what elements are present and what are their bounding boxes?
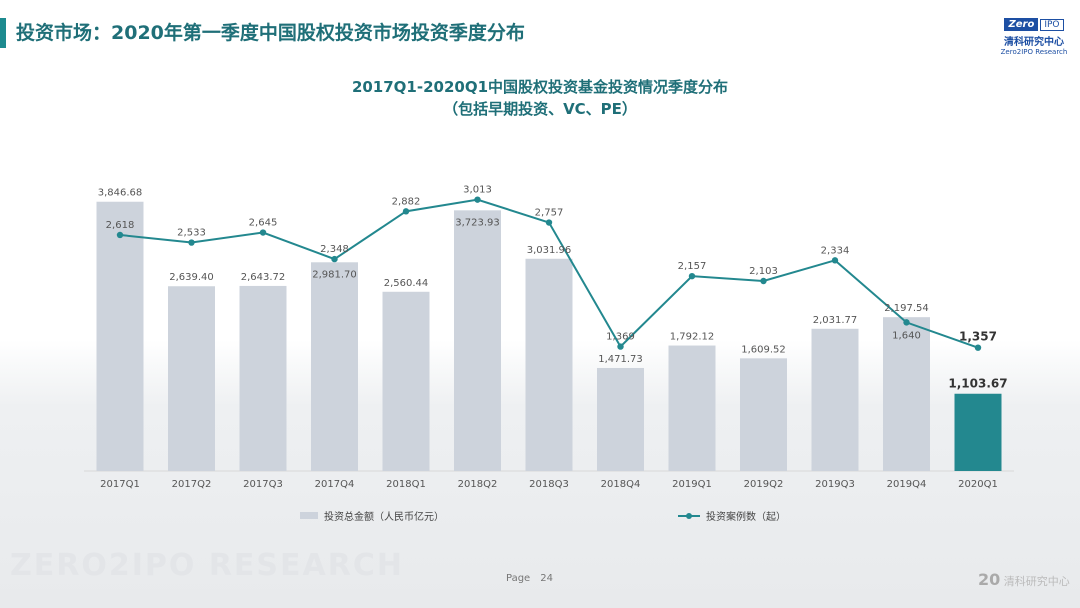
x-tick-label: 2020Q1 (958, 479, 998, 490)
header-watermark: ZERO2IPO RESEARCH (10, 548, 404, 583)
legend-line-label: 投资案例数（起） (706, 512, 786, 523)
x-tick-label: 2019Q1 (672, 479, 712, 490)
line-data-label: 2,645 (249, 218, 278, 229)
x-tick-label: 2019Q3 (815, 479, 855, 490)
bar-data-label: 1,609.52 (741, 344, 786, 355)
line-data-label: 2,533 (177, 228, 206, 239)
bar-data-label: 3,846.68 (98, 188, 143, 199)
footer-brand: 20 清科研究中心 (978, 570, 1070, 589)
bar-data-label: 2,031.77 (813, 315, 858, 326)
line-data-label: 1,640 (892, 330, 921, 341)
bar-2018Q1 (382, 291, 430, 471)
x-tick-label: 2017Q2 (172, 479, 212, 490)
x-tick-label: 2018Q2 (458, 479, 498, 490)
footer-brand-text: 清科研究中心 (1003, 575, 1070, 588)
page-number: Page 24 (506, 573, 553, 584)
bar-data-label: 1,103.67 (948, 377, 1007, 391)
x-tick-label: 2018Q3 (529, 479, 569, 490)
x-tick-label: 2017Q1 (100, 479, 140, 490)
bar-2017Q3 (239, 285, 287, 471)
logo-ipo: IPO (1040, 19, 1064, 31)
bar-data-label: 2,639.40 (169, 272, 214, 283)
line-data-label: 2,103 (749, 266, 778, 277)
bar-data-label: 2,981.70 (312, 269, 357, 280)
page-num: 24 (540, 573, 553, 584)
bar-2019Q4 (883, 317, 930, 471)
line-point-2017Q1 (116, 231, 124, 239)
line-data-label: 2,348 (320, 244, 349, 255)
bar-2019Q1 (668, 345, 716, 471)
line-point-2018Q3 (545, 219, 553, 226)
x-tick-label: 2017Q3 (243, 479, 283, 490)
legend-line-swatch (678, 512, 700, 519)
logo-zero: Zero (1004, 18, 1039, 31)
line-point-2018Q2 (474, 196, 481, 203)
bar-2018Q4 (597, 367, 644, 471)
line-point-2019Q1 (688, 272, 696, 280)
x-tick-label: 2019Q2 (744, 479, 784, 490)
x-tick-label: 2019Q4 (887, 479, 927, 490)
legend-bar-label: 投资总金额（人民币亿元） (324, 512, 444, 523)
line-data-label: 2,334 (821, 245, 850, 256)
bar-2017Q1 (96, 201, 144, 471)
bar-2017Q4 (311, 262, 358, 471)
bar-2019Q2 (740, 358, 787, 471)
line-data-label: 2,618 (106, 220, 135, 231)
logo-cn: 清科研究中心 (1004, 37, 1064, 48)
bar-data-label: 3,031.96 (527, 245, 572, 256)
x-tick-label: 2017Q4 (315, 479, 355, 490)
x-tick-label: 2018Q1 (386, 479, 426, 490)
line-point-2018Q4 (617, 343, 624, 350)
bar-2018Q3 (525, 258, 573, 471)
line-data-label: 1,357 (959, 330, 997, 344)
bar-data-label: 3,723.93 (455, 217, 500, 228)
page-title: 投资市场：2020年第一季度中国股权投资市场投资季度分布 (16, 22, 525, 44)
line-data-label: 1,369 (606, 332, 635, 343)
title-accent-bar (0, 18, 6, 48)
zero2ipo-logo: Zero IPO 清科研究中心 Zero2IPO Research (998, 12, 1070, 56)
logo-en: Zero2IPO Research (1000, 48, 1068, 56)
page-label: Page (506, 573, 531, 584)
line-point-2019Q4 (903, 319, 910, 326)
bar-2019Q3 (811, 328, 859, 471)
line-point-2017Q4 (331, 255, 338, 263)
line-data-label: 2,157 (678, 261, 707, 272)
x-tick-label: 2018Q4 (601, 479, 641, 490)
footer-mark: 20 (978, 570, 1001, 589)
chart-title: 2017Q1-2020Q1中国股权投资基金投资情况季度分布 (351, 78, 729, 96)
line-point-2017Q3 (259, 229, 267, 236)
bar-2020Q1 (954, 393, 1002, 471)
line-point-2019Q2 (760, 277, 767, 285)
legend-bar: 投资总金额（人民币亿元） (300, 508, 444, 523)
line-point-2020Q1 (974, 344, 982, 351)
bar-data-label: 1,792.12 (670, 332, 715, 343)
legend-bar-swatch (300, 512, 318, 519)
bar-data-label: 2,643.72 (241, 272, 286, 283)
line-data-label: 3,013 (463, 185, 492, 196)
line-point-2019Q3 (831, 257, 839, 264)
legend-line: 投资案例数（起） (678, 508, 786, 523)
bar-data-label: 1,471.73 (598, 354, 643, 365)
chart-subtitle: （包括早期投资、VC、PE） (443, 100, 637, 118)
line-data-label: 2,757 (535, 208, 564, 219)
bar-2018Q2 (454, 210, 501, 472)
bar-data-label: 2,197.54 (884, 303, 929, 314)
bar-2017Q2 (168, 286, 215, 471)
bar-data-label: 2,560.44 (384, 278, 429, 289)
line-point-2018Q1 (402, 208, 410, 215)
line-data-label: 2,882 (392, 196, 421, 207)
line-point-2017Q2 (188, 239, 195, 246)
